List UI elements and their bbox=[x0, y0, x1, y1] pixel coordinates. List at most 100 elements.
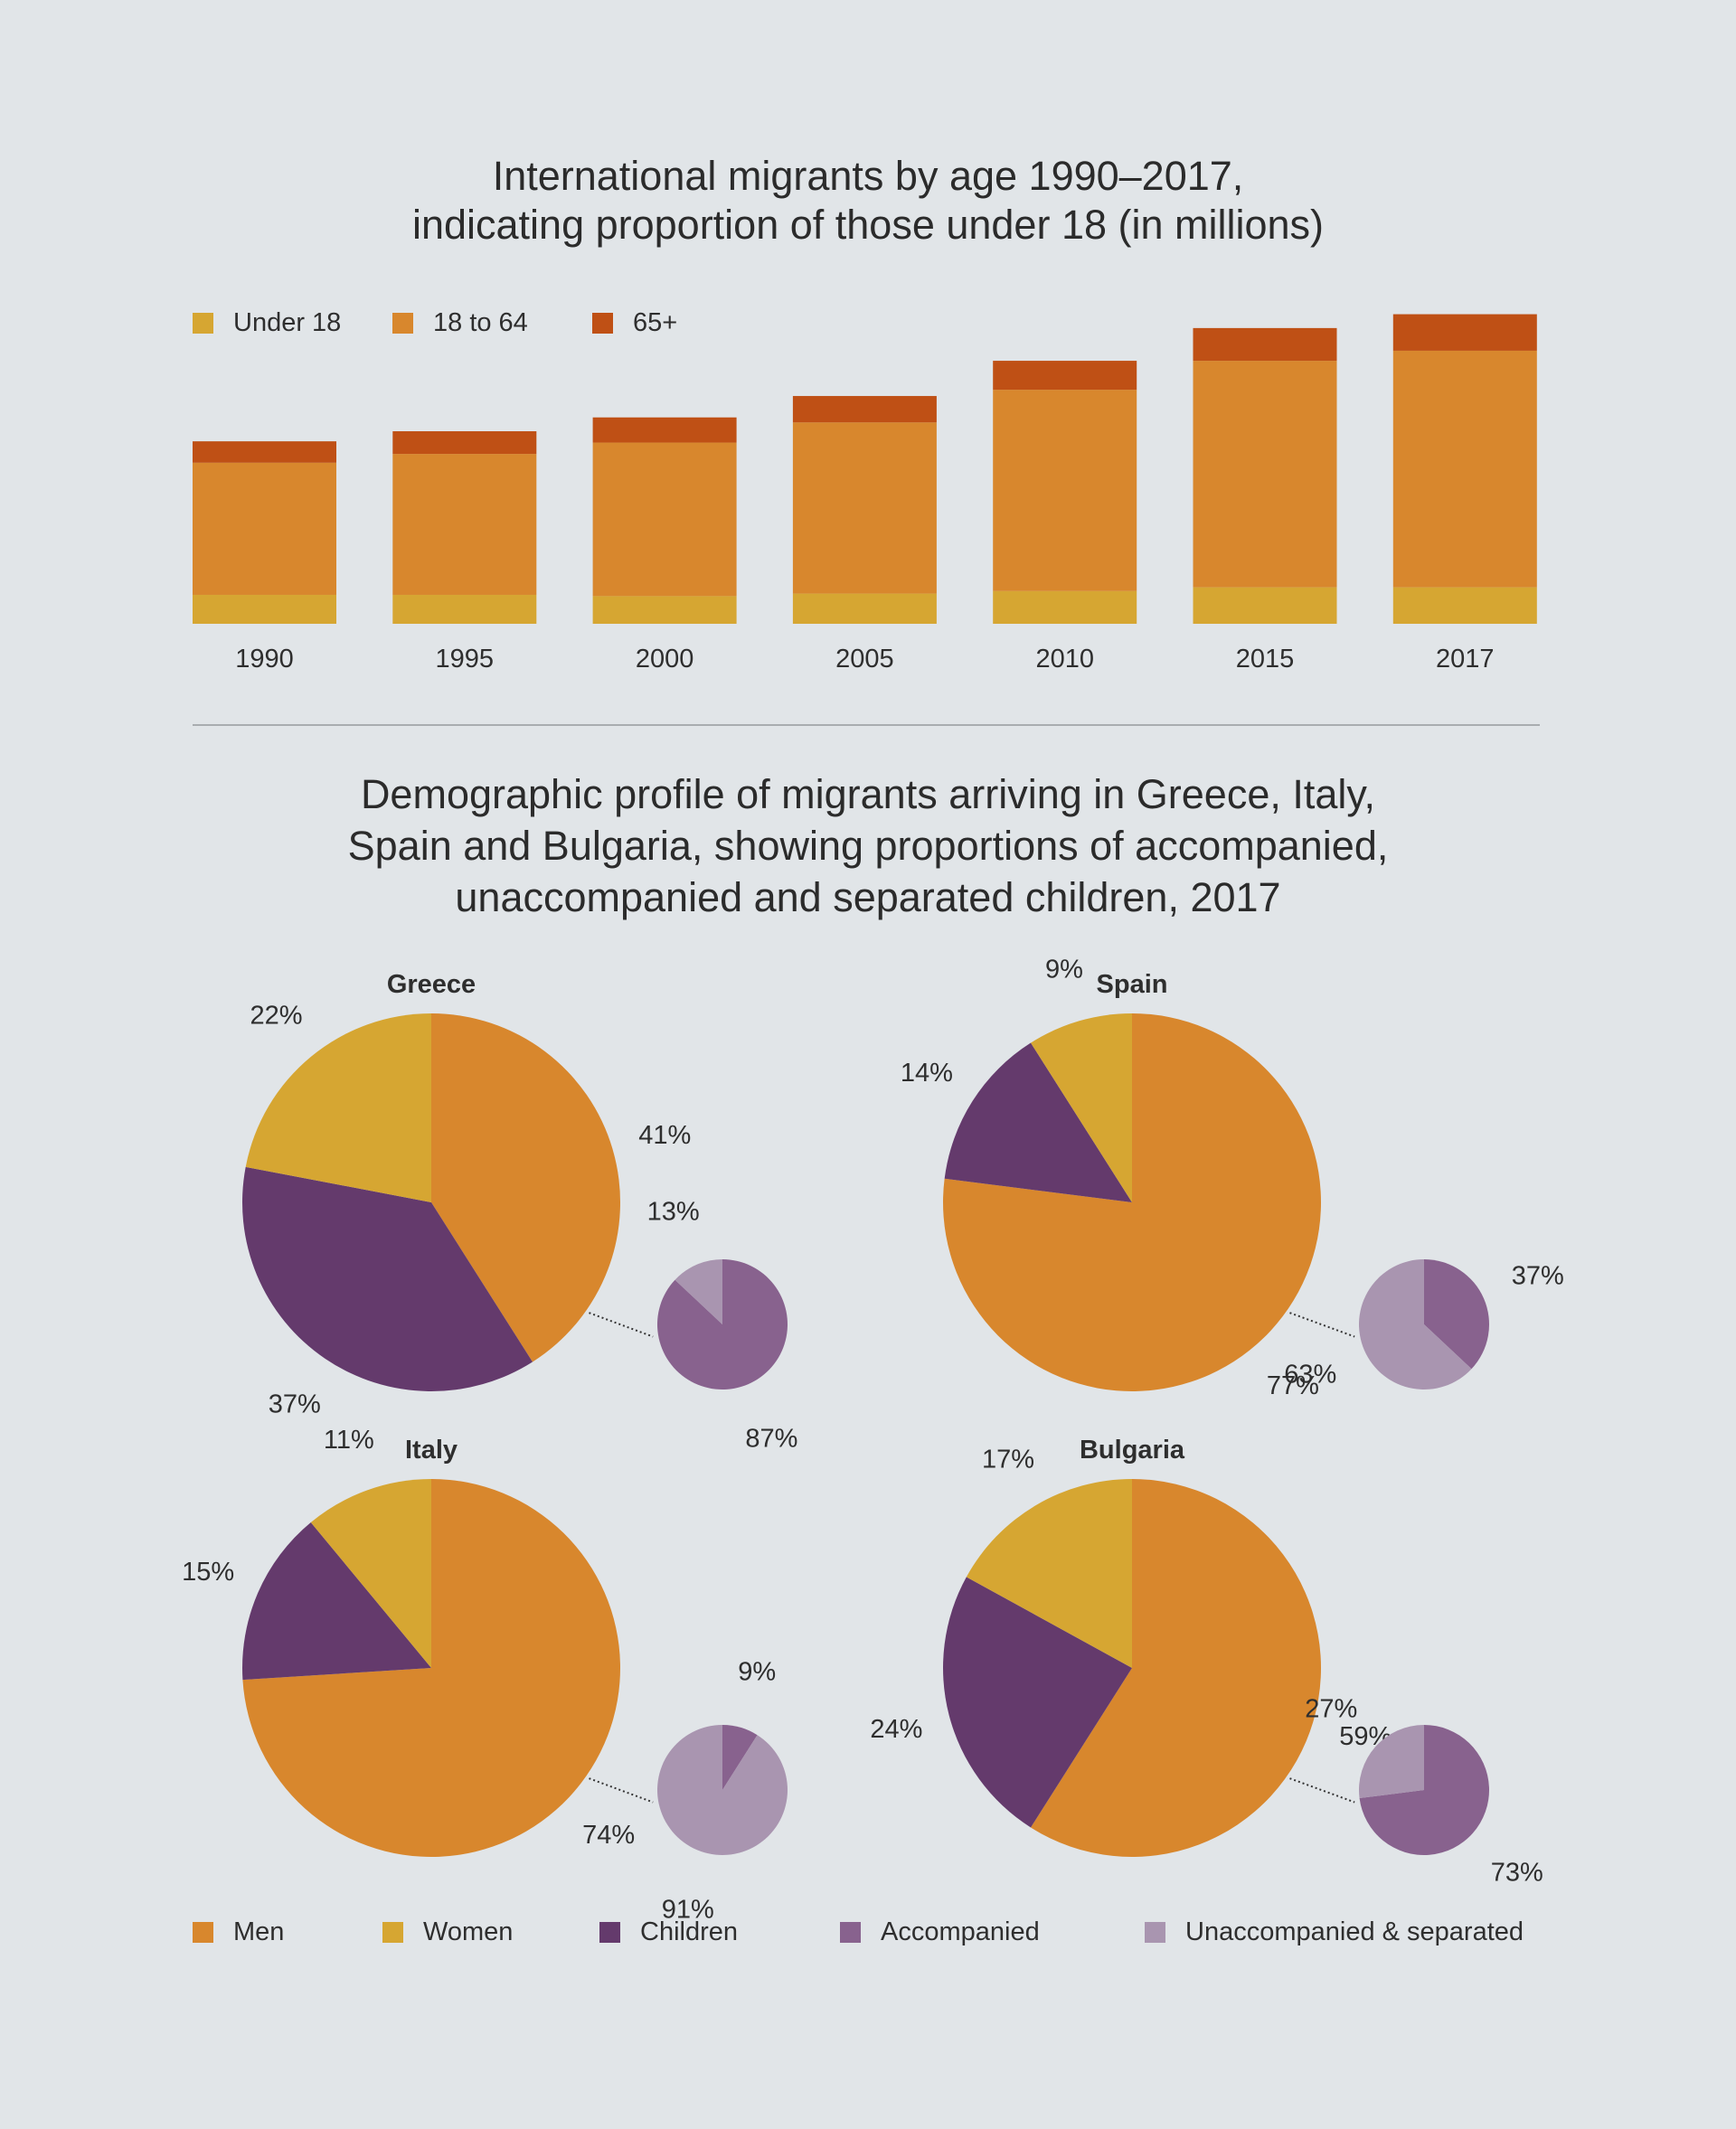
x-tick-label-1990: 1990 bbox=[235, 645, 294, 674]
bar-2000-65 bbox=[592, 417, 737, 443]
subpie-italy-slice-accompanied bbox=[722, 1725, 758, 1790]
pie-spain-label-men: 77% bbox=[1267, 1371, 1319, 1400]
x-tick-label-2000: 2000 bbox=[636, 645, 694, 674]
legend-under-18-swatch bbox=[193, 313, 213, 334]
legend-children: Children bbox=[599, 1917, 738, 1947]
subpie-italy-label-accompanied: 9% bbox=[738, 1657, 776, 1686]
subpie-spain-slice-unaccompanied-separated bbox=[1358, 1259, 1472, 1390]
pie-italy-slice-women bbox=[310, 1479, 431, 1668]
pie-greece-country: Greece bbox=[387, 970, 476, 999]
pie-section-title: Demographic profile of migrants arriving… bbox=[0, 768, 1736, 923]
bar-2000-under-18 bbox=[592, 596, 737, 624]
pie-bulgaria-connector bbox=[1289, 1777, 1355, 1804]
bar-2005-18-to-64 bbox=[792, 422, 937, 594]
pie-spain-slice-women bbox=[1031, 1013, 1132, 1202]
pie-bulgaria-slice-women bbox=[966, 1479, 1132, 1668]
bar-1995-65 bbox=[392, 431, 537, 455]
x-tick-label-2005: 2005 bbox=[835, 645, 894, 674]
x-tick-label-2010: 2010 bbox=[1035, 645, 1094, 674]
subpie-spain-slice-accompanied bbox=[1424, 1259, 1489, 1370]
bar-2017-65 bbox=[1392, 314, 1537, 351]
pie-greece-label-women: 22% bbox=[250, 1002, 303, 1031]
legend-women-swatch bbox=[382, 1922, 403, 1943]
subpie-bulgaria-slice-accompanied bbox=[1359, 1725, 1489, 1856]
bar-1995-18-to-64 bbox=[392, 454, 537, 595]
legend-men: Men bbox=[193, 1917, 284, 1947]
subpie-greece-label-accompanied: 87% bbox=[745, 1425, 797, 1454]
legend-65-plus-swatch bbox=[592, 313, 613, 334]
bar-2005-65 bbox=[792, 396, 937, 423]
pie-italy-connector bbox=[589, 1777, 654, 1804]
pie-greece-slice-women bbox=[245, 1013, 431, 1202]
pie-bulgaria-label-women: 17% bbox=[982, 1445, 1034, 1474]
subpie-bulgaria-slice-unaccompanied-separated bbox=[1359, 1725, 1424, 1799]
legend-accompanied-swatch bbox=[840, 1922, 861, 1943]
pie-section-title-line-2: Spain and Bulgaria, showing proportions … bbox=[347, 823, 1389, 869]
bar-1990-18-to-64 bbox=[193, 462, 336, 595]
legend-accompanied-label: Accompanied bbox=[881, 1917, 1040, 1946]
legend-65-plus-label: 65+ bbox=[633, 308, 678, 337]
pie-bulgaria-country: Bulgaria bbox=[1080, 1436, 1185, 1465]
bar-1995-under-18 bbox=[392, 594, 537, 624]
pie-italy-slice-men bbox=[242, 1479, 620, 1857]
subpie-italy-label-unaccompanied-separated: 91% bbox=[662, 1896, 714, 1925]
bar-2015-18-to-64 bbox=[1193, 361, 1337, 588]
pie-greece-connector bbox=[589, 1312, 654, 1338]
bar-2010-65 bbox=[993, 361, 1137, 391]
pie-italy-label-women: 11% bbox=[324, 1426, 374, 1455]
pie-spain-label-children: 14% bbox=[901, 1059, 953, 1088]
legend-men-label: Men bbox=[233, 1917, 285, 1946]
legend-unaccompanied-separated: Unaccompanied & separated bbox=[1145, 1917, 1524, 1947]
legend-18-to-64: 18 to 64 bbox=[392, 308, 528, 338]
subpie-bulgaria-label-accompanied: 73% bbox=[1491, 1859, 1543, 1888]
subpie-greece-slice-unaccompanied-separated bbox=[675, 1259, 722, 1324]
subpie-spain-label-accompanied: 37% bbox=[1512, 1262, 1564, 1291]
legend-65-plus: 65+ bbox=[592, 308, 677, 338]
legend-women-label: Women bbox=[423, 1917, 514, 1946]
bar-2010-18-to-64 bbox=[993, 390, 1137, 591]
legend-18-to-64-label: 18 to 64 bbox=[433, 308, 528, 337]
pie-bulgaria-slice-men bbox=[1031, 1479, 1322, 1857]
pie-spain-slice-children bbox=[944, 1042, 1132, 1202]
legend-unaccompanied-separated-swatch bbox=[1145, 1922, 1165, 1943]
bar-2015-65 bbox=[1193, 327, 1337, 362]
pie-italy-country: Italy bbox=[405, 1436, 458, 1465]
subpie-italy-slice-unaccompanied-separated bbox=[656, 1725, 788, 1855]
legend-18-to-64-swatch bbox=[392, 313, 413, 334]
legend-under-18-label: Under 18 bbox=[233, 308, 342, 337]
legend-unaccompanied-separated-label: Unaccompanied & separated bbox=[1185, 1917, 1524, 1946]
bar-2017-under-18 bbox=[1392, 587, 1537, 624]
pie-greece-label-children: 37% bbox=[269, 1390, 321, 1418]
x-tick-label-1995: 1995 bbox=[436, 645, 495, 674]
subpie-greece-label-unaccompanied-separated: 13% bbox=[647, 1197, 700, 1226]
pie-italy-slice-children bbox=[242, 1521, 431, 1681]
legend-women: Women bbox=[382, 1917, 513, 1947]
bar-2017-18-to-64 bbox=[1392, 350, 1537, 588]
subpie-spain-label-unaccompanied-separated: 63% bbox=[1284, 1360, 1336, 1389]
x-tick-label-2017: 2017 bbox=[1436, 645, 1495, 674]
legend-accompanied: Accompanied bbox=[840, 1917, 1040, 1947]
pie-italy-label-men: 74% bbox=[582, 1821, 635, 1850]
pie-greece-slice-men bbox=[431, 1013, 620, 1362]
legend-under-18: Under 18 bbox=[193, 308, 341, 338]
pie-spain-slice-men bbox=[943, 1013, 1322, 1391]
legend-children-swatch bbox=[599, 1922, 620, 1943]
legend-men-swatch bbox=[193, 1922, 213, 1943]
pie-spain-label-women: 9% bbox=[1045, 956, 1083, 984]
bar-chart-title-line-1: International migrants by age 1990–2017, bbox=[492, 153, 1244, 199]
bar-1990-under-18 bbox=[193, 594, 336, 624]
pie-italy-label-children: 15% bbox=[182, 1558, 234, 1587]
section-divider bbox=[193, 724, 1540, 726]
bar-2010-under-18 bbox=[993, 590, 1137, 624]
pie-greece-label-men: 41% bbox=[638, 1121, 691, 1150]
bar-2005-under-18 bbox=[792, 593, 937, 624]
pie-greece-slice-children bbox=[242, 1166, 533, 1391]
bar-1990-65 bbox=[193, 441, 336, 463]
pie-bulgaria-slice-children bbox=[943, 1577, 1132, 1828]
bar-2015-under-18 bbox=[1193, 587, 1337, 624]
pie-section-title-line-1: Demographic profile of migrants arriving… bbox=[360, 771, 1376, 817]
subpie-bulgaria-label-unaccompanied-separated: 27% bbox=[1305, 1694, 1357, 1723]
x-tick-label-2015: 2015 bbox=[1236, 645, 1295, 674]
